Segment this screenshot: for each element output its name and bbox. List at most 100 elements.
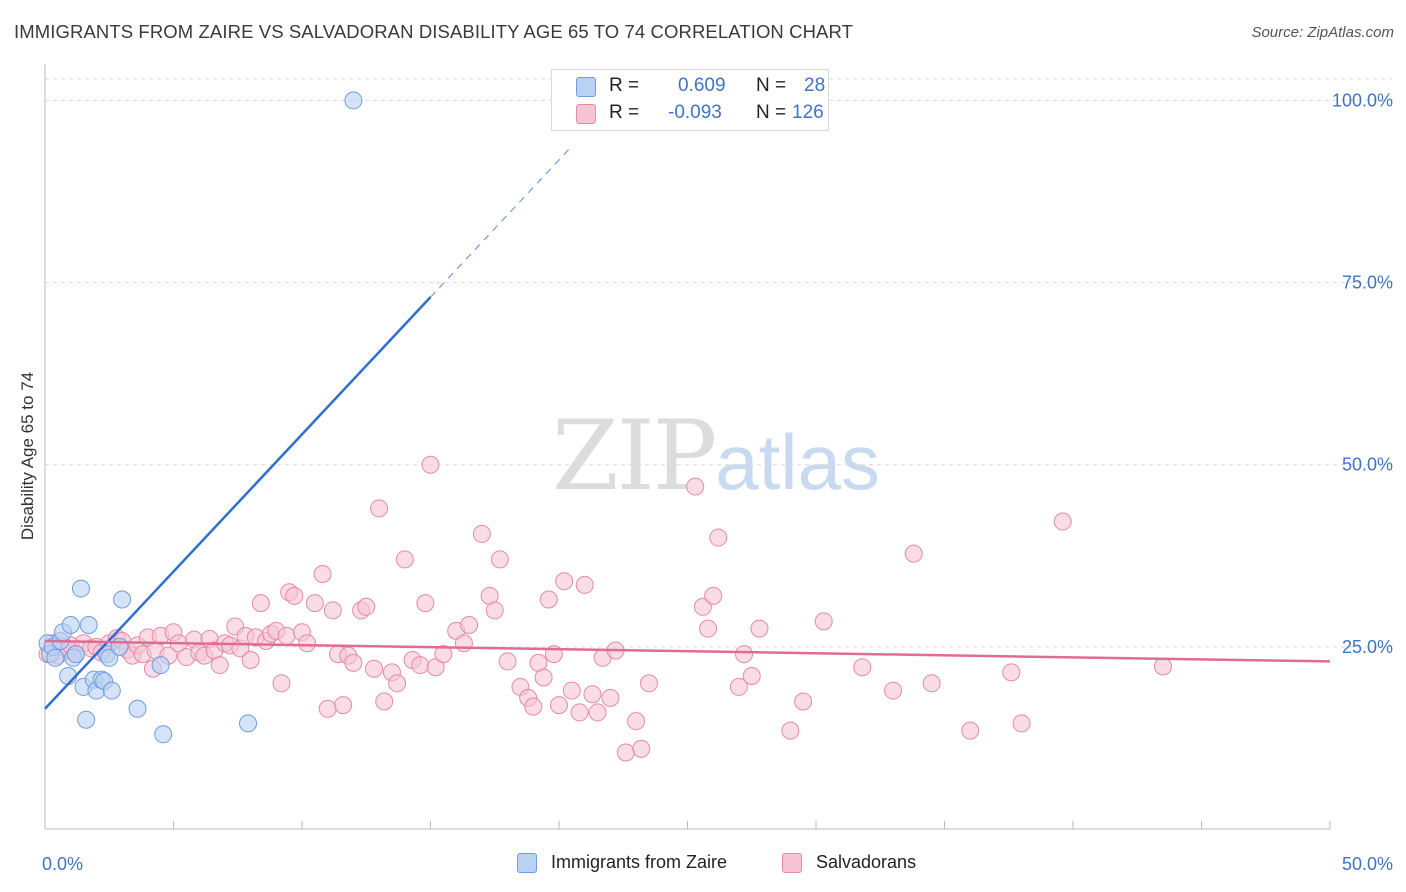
y-axis-label: Disability Age 65 to 74 [18,371,37,541]
salvadoran-point [334,696,353,715]
zaire-point [79,616,98,634]
zaire-swatch [576,77,596,97]
salvadoran-point [251,594,270,613]
zaire-point [66,645,85,664]
salvadoran-point [583,685,602,704]
salvadoran-point [298,634,317,653]
salvadoran-point [794,692,813,711]
zaire-point [128,699,147,718]
zaire-trend-extension [430,145,573,298]
salvadoran-point [421,455,440,474]
salvadoran-point [570,703,589,722]
watermark-atlas: atlas [715,418,880,506]
salvadoran-point [555,572,574,591]
salvadoran-point [411,656,430,675]
salvadoran-point [395,550,414,569]
y-tick-label: 50.0% [1342,455,1393,475]
chart-title: IMMIGRANTS FROM ZAIRE VS SALVADORAN DISA… [14,21,854,42]
source-label: Source: ZipAtlas.com [1251,24,1394,41]
salvadoran-point [550,696,568,715]
salvadoran-point [313,565,332,583]
salvadoran-point [729,677,748,696]
salvadoran-point [699,619,718,638]
salvadoran-point [588,703,607,722]
zaire-point [239,714,258,733]
zaire-legend-label: Immigrants from Zaire [551,852,728,872]
zaire-point [46,648,65,667]
salvadoran-point [388,674,407,693]
salvadoran-point [434,645,453,664]
salvadoran-point [416,594,435,613]
salvadoran-point [370,499,389,518]
y-tick-label: 100.0% [1332,90,1393,110]
salvadoran-point [750,619,769,638]
n-value: 28 [804,75,826,96]
salvadoran-point [632,739,651,758]
x-tick-label: 0.0% [42,854,83,874]
salvadoran-point [616,743,635,762]
zaire-point [61,616,80,634]
salvadoran-point [922,674,941,693]
salvadoran-point [485,601,504,620]
salvadoran-legend-swatch [782,853,802,873]
salvadoran-point [709,528,728,547]
salvadoran-point [853,658,872,677]
salvadoran-point [210,656,229,675]
salvadoran-point [1153,657,1172,676]
salvadoran-point [627,712,646,731]
zaire-point [77,710,96,729]
salvadoran-point [1002,663,1021,682]
zaire-trend-line [44,296,432,710]
zaire-point [113,590,132,609]
salvadoran-point [735,645,754,664]
salvadoran-point [562,681,581,700]
salvadoran-point [364,659,383,678]
salvadoran-point [639,674,658,693]
r-label: R = [609,102,640,123]
salvadoran-point [534,668,553,687]
zaire-point [71,579,90,598]
salvadoran-point [375,692,394,711]
salvadoran-legend-label: Salvadorans [816,852,917,872]
salvadoran-point [498,652,517,671]
salvadoran-point [1053,512,1072,531]
salvadoran-point [305,594,324,613]
zaire-legend-swatch [517,853,537,873]
salvadoran-point [490,550,509,569]
salvadoran-point [357,597,376,616]
r-value: 0.609 [678,75,726,96]
salvadoran-point [961,721,980,740]
zaire-point [154,725,173,744]
salvadoran-swatch [576,104,596,124]
salvadoran-point [904,544,923,563]
zaire-point [102,681,121,700]
n-label: N = [756,75,787,96]
salvadoran-point [884,681,903,700]
y-tick-label: 75.0% [1342,273,1393,293]
n-label: N = [756,102,787,123]
salvadoran-point [272,674,291,693]
salvadoran-point [344,653,363,672]
salvadoran-point [704,586,723,605]
salvadoran-point [814,612,833,631]
salvadoran-point [686,477,705,496]
salvadoran-point [575,575,594,594]
zaire-point [151,656,170,675]
salvadoran-point [285,586,304,605]
salvadoran-trend-line [44,639,1331,663]
r-label: R = [609,75,640,96]
salvadoran-point [241,650,260,669]
n-value: 126 [792,102,824,123]
zaire-point [344,91,363,110]
salvadoran-point [781,721,800,740]
r-value: -0.093 [668,102,722,123]
salvadoran-point [472,524,491,543]
salvadoran-point [454,634,473,653]
salvadoran-point [1012,714,1031,733]
salvadoran-point [323,601,342,620]
salvadoran-point [318,699,337,718]
salvadoran-point [524,697,543,716]
salvadoran-point [539,590,558,609]
salvadoran-point [460,616,479,634]
